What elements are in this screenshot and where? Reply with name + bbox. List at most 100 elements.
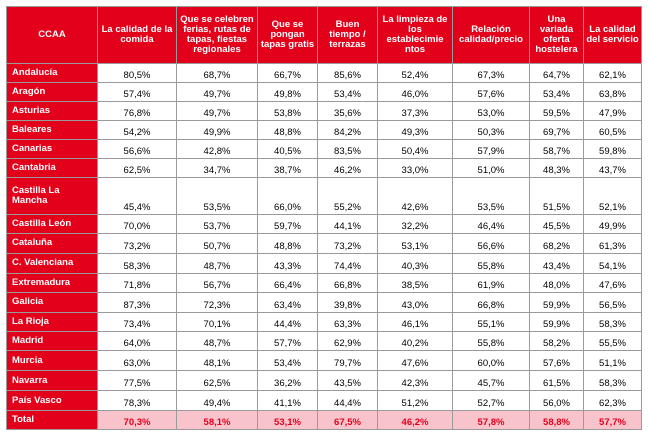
region-name: Galicia: [6, 291, 98, 313]
table-row: Cantabria 62,5% 34,7% 38,7% 46,2% 33,0% 51,0% 4…: [6, 158, 642, 179]
percentage-cell: 68,7%: [176, 63, 258, 83]
percentage-cell: 43,7%: [583, 158, 642, 179]
total-row: Total 70,3% 58,1% 53,1% 67,5% 46,2% 57,8% 58,8%…: [6, 410, 642, 430]
header-ccaa: CCAA: [6, 6, 98, 64]
percentage-cell: 40,3%: [377, 252, 453, 274]
percentage-cell: 51,2%: [377, 390, 453, 412]
table-row: Aragón 57,4% 49,7% 49,8% 53,4% 46,0% 57,6% 53,4…: [6, 81, 642, 102]
percentage-cell: 44,4%: [257, 311, 318, 333]
percentage-cell: 52,7%: [452, 390, 530, 412]
table-row: Canarias 56,6% 42,8% 40,5% 83,5% 50,4% 57,9% 58…: [6, 138, 642, 160]
table-body: Andalucía 80,5% 68,7% 66,7% 85,6% 52,4% 67,3% 6…: [6, 63, 642, 430]
percentage-cell: 41,1%: [257, 390, 318, 412]
percentage-cell: 59,9%: [529, 311, 584, 333]
percentage-cell: 44,4%: [317, 390, 378, 412]
percentage-cell: 55,5%: [583, 331, 642, 352]
table-row: Navarra 77,5% 62,5% 36,2% 43,5% 42,3% 45,7% 61,…: [6, 370, 642, 392]
percentage-cell: 35,6%: [317, 100, 378, 121]
percentage-cell: 53,1%: [377, 232, 453, 254]
percentage-cell: 62,5%: [176, 370, 258, 392]
percentage-cell: 48,8%: [257, 119, 318, 140]
percentage-cell: 58,2%: [529, 331, 584, 352]
percentage-cell: 62,9%: [317, 331, 378, 352]
percentage-cell: 42,3%: [377, 370, 453, 392]
percentage-cell: 62,1%: [583, 63, 642, 83]
header-fairs-tapas-routes: Que se celebren ferias, rutas de tapas, …: [176, 6, 258, 64]
percentage-cell: 45,5%: [529, 214, 584, 234]
percentage-cell: 51,5%: [529, 177, 584, 215]
region-name: Asturias: [6, 100, 98, 121]
percentage-cell: 55,1%: [452, 311, 530, 333]
percentage-cell: 56,6%: [97, 138, 177, 160]
percentage-cell: 53,5%: [452, 177, 530, 215]
percentage-cell: 51,0%: [452, 158, 530, 179]
percentage-cell: 46,4%: [452, 214, 530, 234]
region-name: Castilla León: [6, 214, 98, 234]
percentage-cell: 46,0%: [377, 81, 453, 102]
percentage-cell: 64,0%: [97, 331, 177, 352]
percentage-cell: 48,8%: [257, 232, 318, 254]
header-varied-offer: Una variada oferta hostelera: [529, 6, 584, 64]
percentage-cell: 53,4%: [257, 350, 318, 372]
table-row: Galicia 87,3% 72,3% 63,4% 39,8% 43,0% 66,8% 59,…: [6, 291, 642, 313]
percentage-cell: 56,7%: [176, 272, 258, 293]
percentage-cell: 47,6%: [583, 272, 642, 293]
percentage-cell: 66,0%: [257, 177, 318, 215]
percentage-cell: 49,8%: [257, 81, 318, 102]
table-row: Asturias 76,8% 49,7% 53,8% 35,6% 37,3% 53,0% 59…: [6, 100, 642, 121]
table-row: Baleares 54,2% 49,9% 48,8% 84,2% 49,3% 50,3% 69…: [6, 119, 642, 140]
percentage-cell: 46,2%: [377, 410, 453, 430]
table-row: Cataluña 73,2% 50,7% 48,8% 73,2% 53,1% 56,6% 68…: [6, 232, 642, 254]
percentage-cell: 53,4%: [317, 81, 378, 102]
percentage-cell: 40,5%: [257, 138, 318, 160]
percentage-cell: 34,7%: [176, 158, 258, 179]
percentage-cell: 40,2%: [377, 331, 453, 352]
percentage-cell: 56,0%: [529, 390, 584, 412]
percentage-cell: 83,5%: [317, 138, 378, 160]
percentage-cell: 61,5%: [529, 370, 584, 392]
percentage-cell: 48,7%: [176, 252, 258, 274]
percentage-cell: 64,7%: [529, 63, 584, 83]
percentage-cell: 45,4%: [97, 177, 177, 215]
table-row: Castilla León 70,0% 53,7% 59,7% 44,1% 32,2% 46…: [6, 214, 642, 234]
percentage-cell: 38,7%: [257, 158, 318, 179]
percentage-cell: 44,1%: [317, 214, 378, 234]
header-cleanliness: La limpieza de los establecimie ntos: [377, 6, 453, 64]
percentage-cell: 85,6%: [317, 63, 378, 83]
percentage-cell: 45,7%: [452, 370, 530, 392]
percentage-cell: 63,3%: [317, 311, 378, 333]
percentage-cell: 53,4%: [529, 81, 584, 102]
percentage-cell: 67,3%: [452, 63, 530, 83]
percentage-cell: 58,3%: [583, 311, 642, 333]
region-name: Baleares: [6, 119, 98, 140]
percentage-cell: 63,8%: [583, 81, 642, 102]
percentage-cell: 63,4%: [257, 291, 318, 313]
percentage-cell: 59,8%: [583, 138, 642, 160]
percentage-cell: 55,2%: [317, 177, 378, 215]
header-food-quality: La calidad de la comida: [97, 6, 177, 64]
region-name: C. Valenciana: [6, 252, 98, 274]
percentage-cell: 70,0%: [97, 214, 177, 234]
region-name: Castilla La Mancha: [6, 177, 98, 215]
percentage-cell: 43,5%: [317, 370, 378, 392]
percentage-cell: 70,3%: [97, 410, 177, 430]
percentage-cell: 84,2%: [317, 119, 378, 140]
percentage-cell: 66,4%: [257, 272, 318, 293]
percentage-cell: 53,5%: [176, 177, 258, 215]
percentage-cell: 49,4%: [176, 390, 258, 412]
percentage-cell: 66,7%: [257, 63, 318, 83]
percentage-cell: 59,5%: [529, 100, 584, 121]
percentage-cell: 57,7%: [583, 410, 642, 430]
percentage-cell: 54,1%: [583, 252, 642, 274]
percentage-cell: 53,7%: [176, 214, 258, 234]
percentage-cell: 51,1%: [583, 350, 642, 372]
percentage-cell: 62,5%: [97, 158, 177, 179]
region-name: Andalucía: [6, 63, 98, 83]
percentage-cell: 49,7%: [176, 100, 258, 121]
percentage-cell: 49,7%: [176, 81, 258, 102]
percentage-cell: 49,9%: [176, 119, 258, 140]
region-name: Extremadura: [6, 272, 98, 293]
percentage-cell: 80,5%: [97, 63, 177, 83]
percentage-cell: 39,8%: [317, 291, 378, 313]
percentage-cell: 76,8%: [97, 100, 177, 121]
